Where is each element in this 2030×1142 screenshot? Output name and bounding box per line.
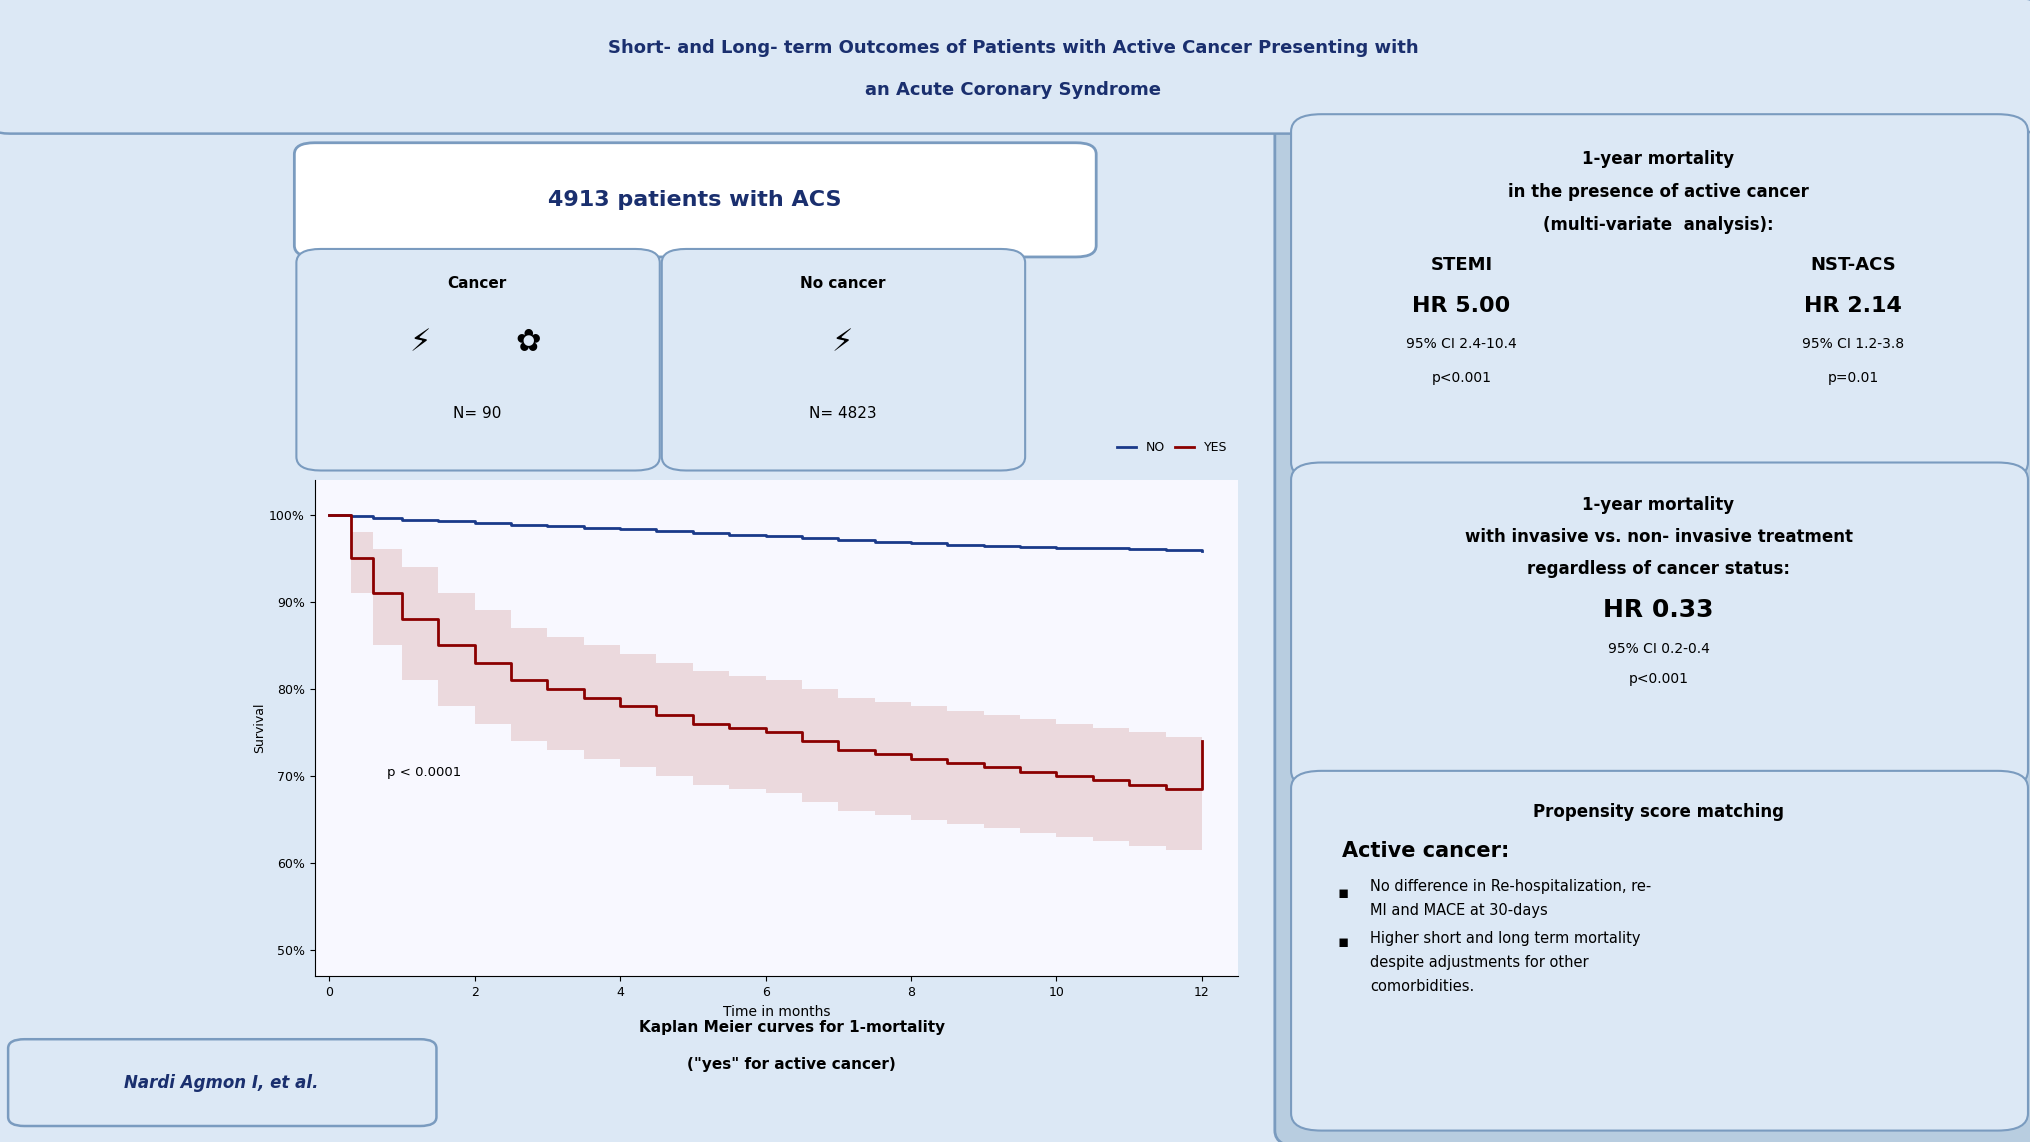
Text: N= 90: N= 90 bbox=[453, 405, 501, 421]
Legend: NO, YES: NO, YES bbox=[1112, 436, 1232, 459]
Text: (multi-variate  analysis):: (multi-variate analysis): bbox=[1543, 216, 1774, 234]
Text: 95% CI 0.2-0.4: 95% CI 0.2-0.4 bbox=[1608, 642, 1709, 656]
Text: ⚡: ⚡ bbox=[832, 328, 853, 357]
Text: Higher short and long term mortality: Higher short and long term mortality bbox=[1370, 931, 1640, 947]
FancyBboxPatch shape bbox=[294, 143, 1096, 257]
Text: p<0.001: p<0.001 bbox=[1431, 371, 1492, 385]
FancyBboxPatch shape bbox=[1275, 112, 2030, 1142]
Text: 1-year mortality: 1-year mortality bbox=[1583, 150, 1734, 168]
Text: ▪: ▪ bbox=[1338, 933, 1350, 951]
Text: No difference in Re-hospitalization, re-: No difference in Re-hospitalization, re- bbox=[1370, 878, 1652, 894]
Text: in the presence of active cancer: in the presence of active cancer bbox=[1508, 183, 1809, 201]
Text: 4913 patients with ACS: 4913 patients with ACS bbox=[548, 190, 840, 210]
FancyBboxPatch shape bbox=[1291, 114, 2028, 480]
Text: STEMI: STEMI bbox=[1431, 256, 1492, 274]
X-axis label: Time in months: Time in months bbox=[723, 1005, 830, 1019]
Text: ▪: ▪ bbox=[1338, 884, 1350, 902]
Text: ("yes" for active cancer): ("yes" for active cancer) bbox=[688, 1056, 895, 1072]
Text: N= 4823: N= 4823 bbox=[808, 405, 877, 421]
FancyBboxPatch shape bbox=[1291, 771, 2028, 1131]
Text: p < 0.0001: p < 0.0001 bbox=[388, 766, 461, 779]
Text: Kaplan Meier curves for 1-mortality: Kaplan Meier curves for 1-mortality bbox=[639, 1020, 944, 1036]
Text: 95% CI 2.4-10.4: 95% CI 2.4-10.4 bbox=[1407, 337, 1516, 351]
Text: comorbidities.: comorbidities. bbox=[1370, 979, 1474, 995]
FancyBboxPatch shape bbox=[296, 249, 660, 471]
FancyBboxPatch shape bbox=[8, 1039, 436, 1126]
Text: ✿: ✿ bbox=[516, 328, 540, 357]
Text: Propensity score matching: Propensity score matching bbox=[1533, 803, 1784, 821]
Text: regardless of cancer status:: regardless of cancer status: bbox=[1527, 560, 1790, 578]
Text: NST-ACS: NST-ACS bbox=[1811, 256, 1896, 274]
Y-axis label: Survival: Survival bbox=[254, 702, 266, 754]
Text: ⚡: ⚡ bbox=[410, 328, 430, 357]
FancyBboxPatch shape bbox=[0, 0, 2030, 134]
Text: p=0.01: p=0.01 bbox=[1827, 371, 1880, 385]
FancyBboxPatch shape bbox=[0, 112, 1311, 1142]
Text: p<0.001: p<0.001 bbox=[1628, 673, 1689, 686]
Text: No cancer: No cancer bbox=[800, 275, 885, 291]
Text: MI and MACE at 30-days: MI and MACE at 30-days bbox=[1370, 902, 1549, 918]
Text: HR 2.14: HR 2.14 bbox=[1805, 296, 1902, 316]
FancyBboxPatch shape bbox=[662, 249, 1025, 471]
Text: Active cancer:: Active cancer: bbox=[1342, 841, 1508, 861]
Text: 95% CI 1.2-3.8: 95% CI 1.2-3.8 bbox=[1803, 337, 1904, 351]
Text: with invasive vs. non- invasive treatment: with invasive vs. non- invasive treatmen… bbox=[1464, 528, 1853, 546]
Text: despite adjustments for other: despite adjustments for other bbox=[1370, 955, 1589, 971]
Text: HR 5.00: HR 5.00 bbox=[1413, 296, 1510, 316]
Text: Cancer: Cancer bbox=[447, 275, 508, 291]
Text: 1-year mortality: 1-year mortality bbox=[1583, 496, 1734, 514]
Text: HR 0.33: HR 0.33 bbox=[1604, 597, 1713, 622]
Text: Short- and Long- term Outcomes of Patients with Active Cancer Presenting with: Short- and Long- term Outcomes of Patien… bbox=[607, 39, 1419, 57]
FancyBboxPatch shape bbox=[1291, 463, 2028, 788]
Text: Nardi Agmon I, et al.: Nardi Agmon I, et al. bbox=[124, 1073, 319, 1092]
Text: an Acute Coronary Syndrome: an Acute Coronary Syndrome bbox=[865, 81, 1161, 99]
